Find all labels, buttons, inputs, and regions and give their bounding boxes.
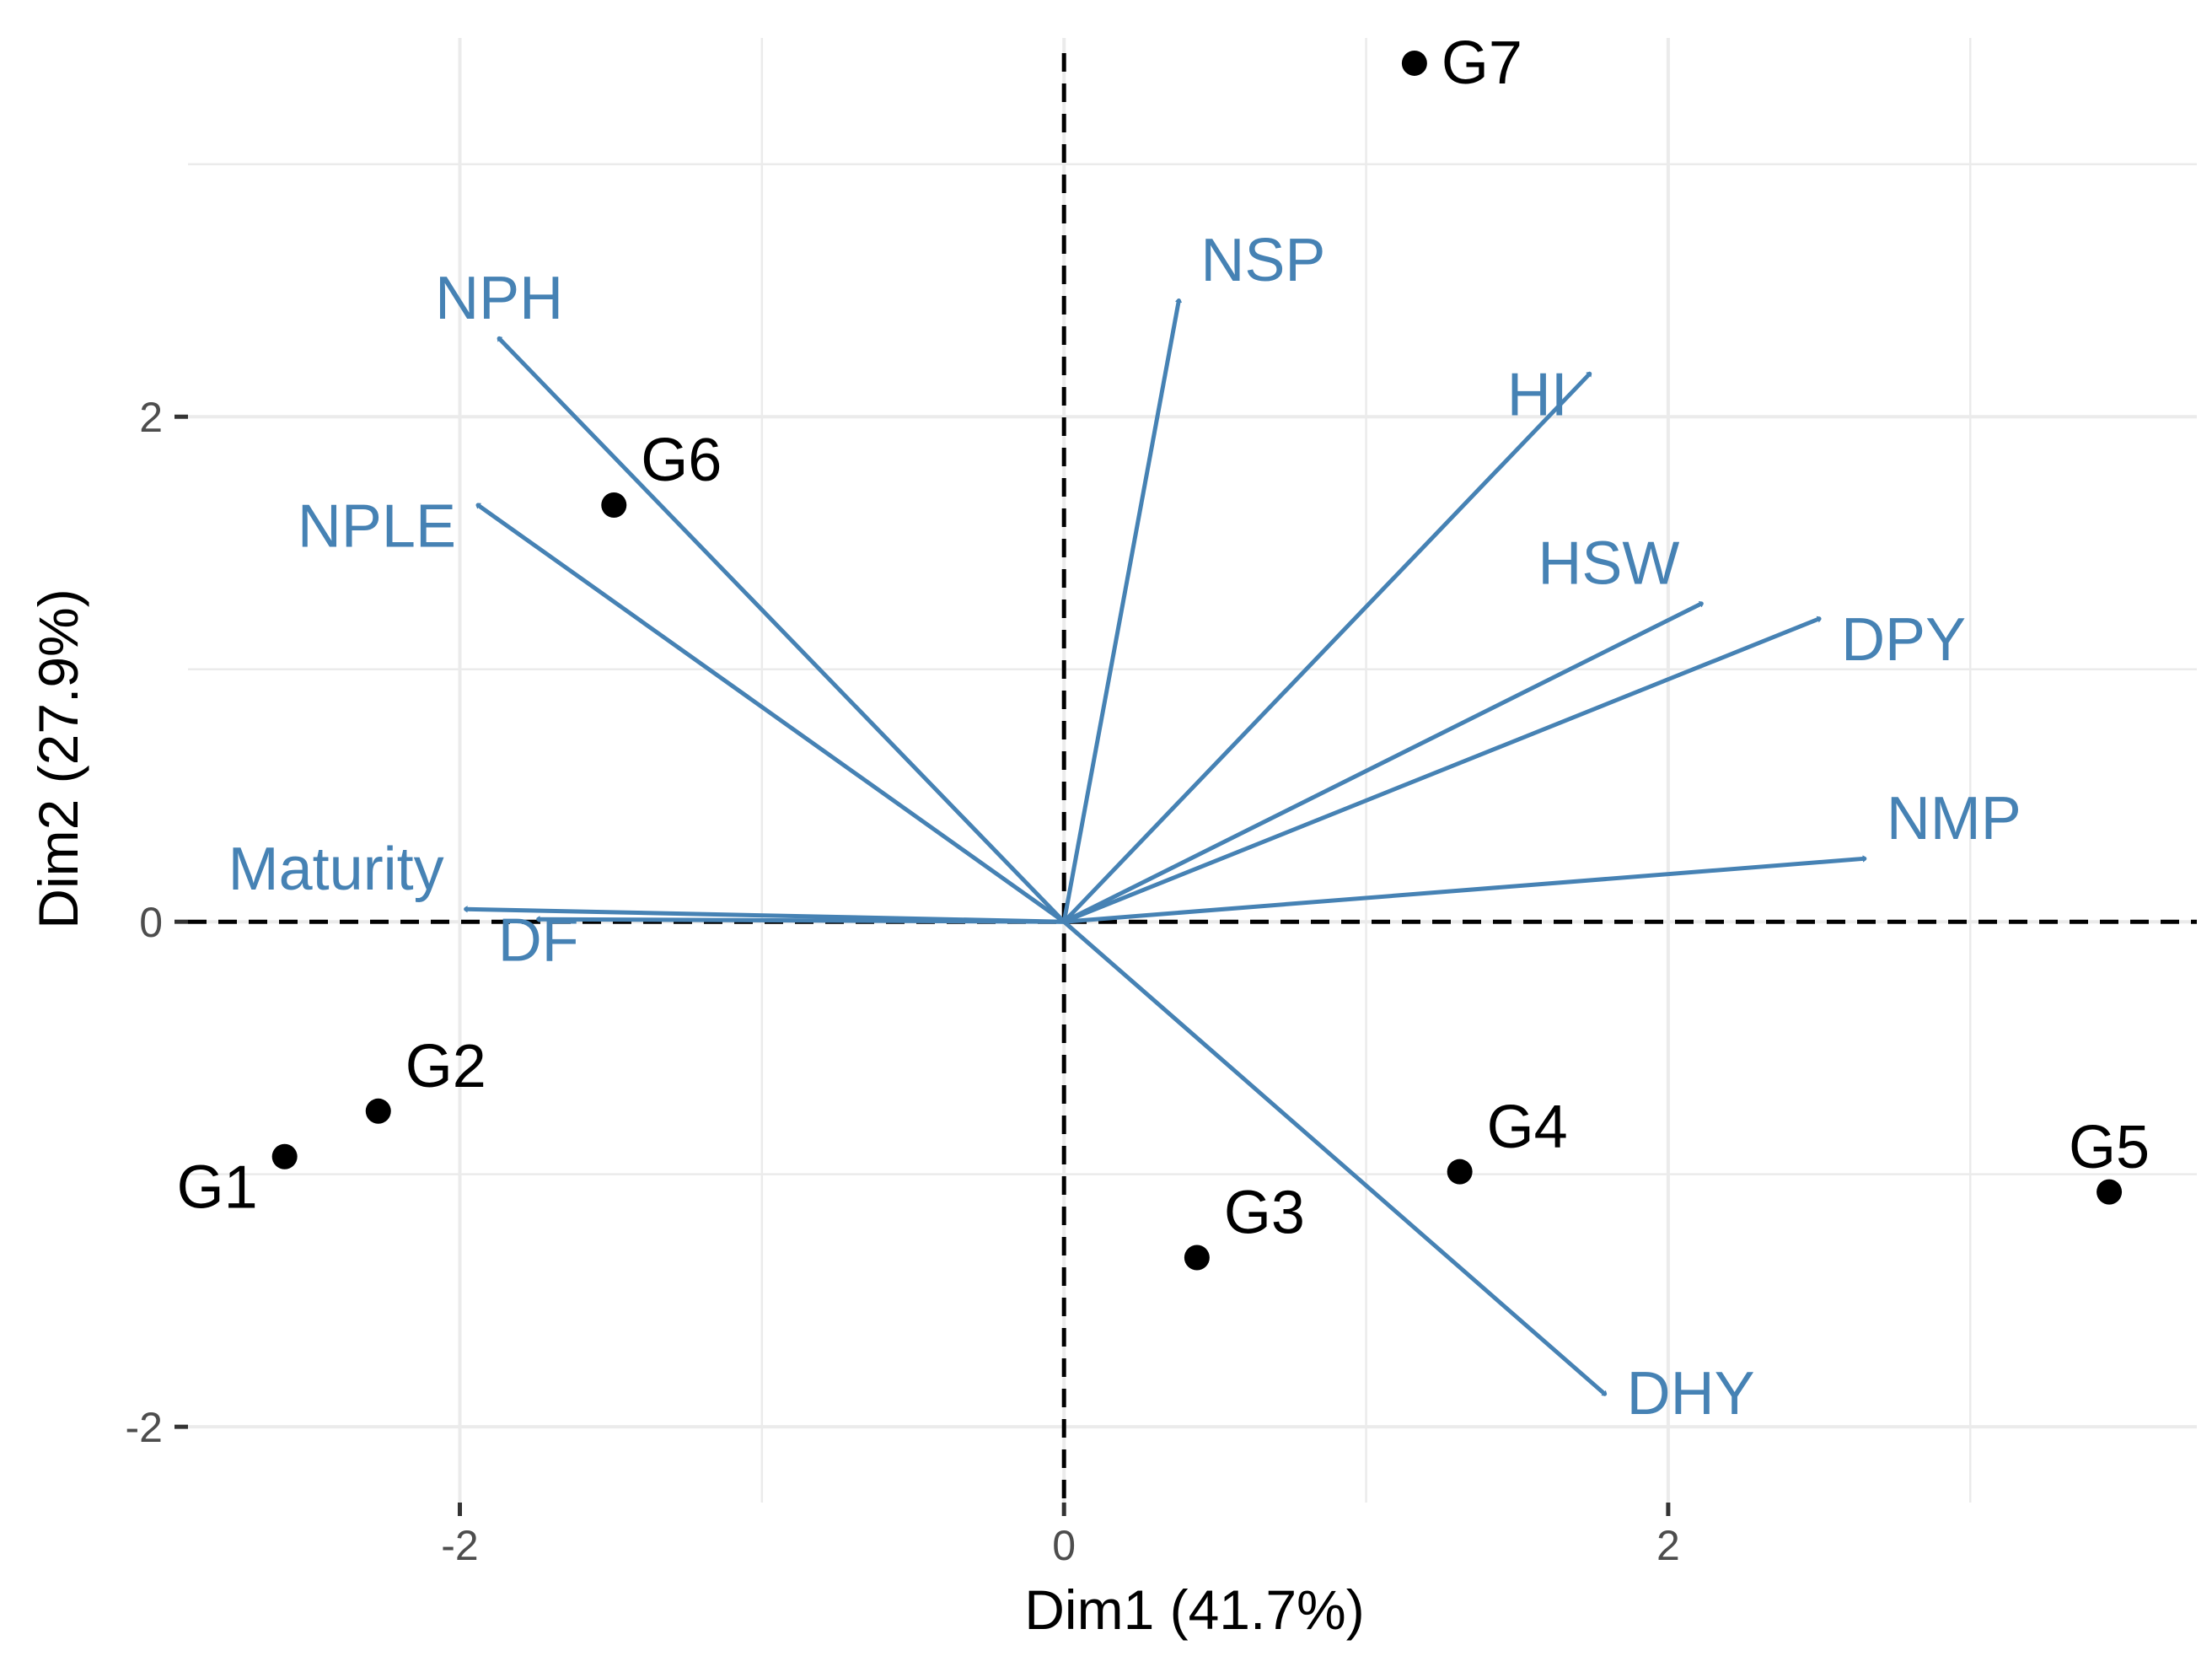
individual-label-g3: G3	[1224, 1180, 1305, 1247]
variable-label-dpy: DPY	[1841, 606, 1966, 674]
y-tick-label: 2	[139, 394, 163, 441]
variable-arrow-hi	[1062, 374, 1590, 923]
x-tick-label: 0	[1052, 1522, 1076, 1569]
x-axis-title: Dim1 (41.7%)	[1024, 1578, 1364, 1641]
variable-label-hsw: HSW	[1538, 530, 1679, 597]
variable-label-nple: NPLE	[298, 492, 456, 560]
variable-arrow-nsp	[1061, 300, 1178, 922]
variable-label-nsp: NSP	[1200, 227, 1325, 294]
variable-label-hi: HI	[1507, 362, 1568, 429]
y-tick-label: 0	[139, 899, 163, 946]
individual-point-g6	[601, 492, 627, 519]
x-tick-label: -2	[441, 1522, 478, 1569]
individual-label-g1: G1	[177, 1154, 258, 1222]
variable-arrow-dhy	[1062, 920, 1604, 1394]
x-tick-label: 2	[1656, 1522, 1680, 1569]
variable-arrow-dpy	[1063, 619, 1819, 924]
individual-points: G1 G2 G3 G4 G5 G6 G7	[177, 30, 2150, 1271]
variable-arrow-nmp	[1064, 858, 1865, 924]
individual-label-g2: G2	[405, 1033, 486, 1100]
individual-point-g7	[1401, 50, 1427, 76]
variable-arrows: NPH NPLE Maturity DF NSP HI HSW DPY NMP DHY	[228, 227, 2021, 1427]
variable-arrow-df	[539, 919, 1065, 922]
variable-arrow-nple	[478, 505, 1066, 924]
variable-label-nph: NPH	[435, 265, 563, 332]
individual-point-g4	[1447, 1159, 1473, 1185]
individual-point-g1	[271, 1143, 298, 1169]
individual-point-g3	[1184, 1245, 1210, 1271]
individual-label-g6: G6	[641, 427, 722, 494]
individual-label-g7: G7	[1442, 30, 1522, 97]
variable-label-df: DF	[498, 907, 579, 975]
variable-label-nmp: NMP	[1887, 785, 2021, 852]
individual-point-g2	[365, 1098, 391, 1124]
variable-label-dhy: DHY	[1627, 1360, 1755, 1427]
y-axis-title: Dim2 (27.9%)	[27, 589, 89, 928]
variable-label-maturity: Maturity	[228, 836, 444, 903]
zero-reference-lines	[188, 53, 2197, 1503]
variable-arrow-hsw	[1063, 604, 1701, 924]
variable-arrow-nph	[499, 338, 1066, 923]
minor-gridlines	[188, 38, 2197, 1503]
individual-label-g4: G4	[1487, 1094, 1568, 1161]
y-tick-label: -2	[126, 1404, 163, 1451]
axis-ticks: -2 0 2 -2 0 2	[126, 394, 1680, 1569]
individual-label-g5: G5	[2069, 1114, 2150, 1181]
individual-point-g5	[2097, 1179, 2123, 1205]
